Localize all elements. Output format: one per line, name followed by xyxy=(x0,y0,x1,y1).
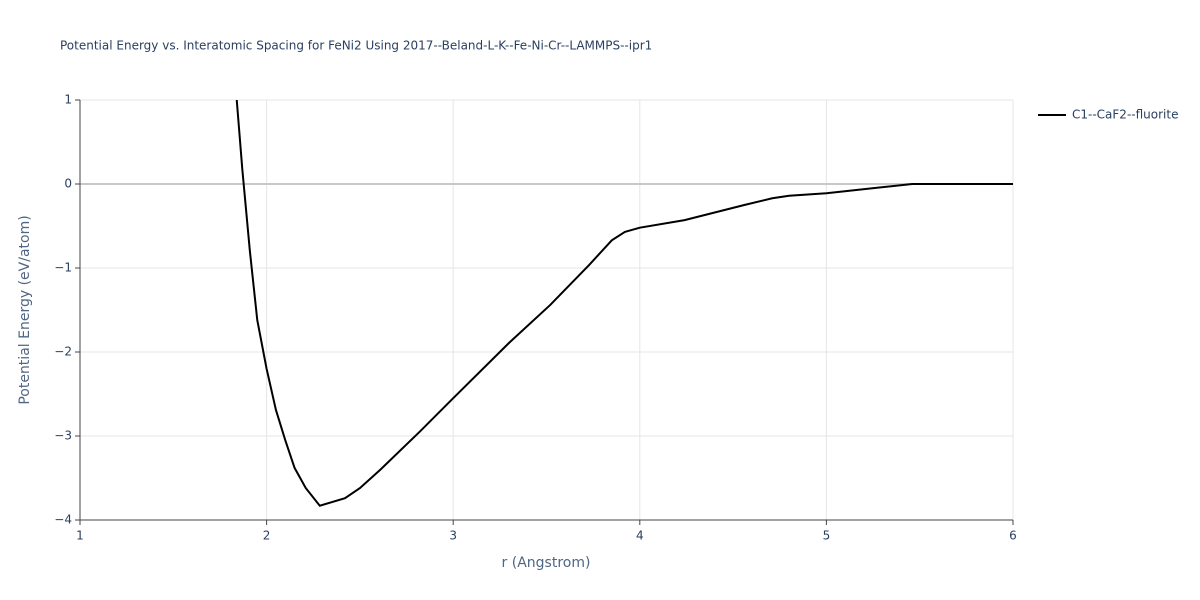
data-line xyxy=(235,100,1013,507)
chart-title: Potential Energy vs. Interatomic Spacing… xyxy=(60,39,652,53)
x-tick-label: 3 xyxy=(449,529,457,543)
x-tick-label: 5 xyxy=(823,529,831,543)
x-tick-label: 4 xyxy=(636,529,644,543)
y-tick-label: −4 xyxy=(54,513,72,527)
y-tick-label: 1 xyxy=(64,93,72,107)
y-tick-label: 0 xyxy=(64,177,72,191)
y-tick-label: −3 xyxy=(54,429,72,443)
y-tick-label: −2 xyxy=(54,345,72,359)
y-axis-title: Potential Energy (eV/atom) xyxy=(17,215,33,404)
x-tick-label: 6 xyxy=(1009,529,1017,543)
x-tick-label: 2 xyxy=(263,529,271,543)
y-tick-label: −1 xyxy=(54,261,72,275)
x-axis-title: r (Angstrom) xyxy=(502,555,591,571)
x-tick-label: 1 xyxy=(76,529,84,543)
legend-label: C1--CaF2--fluorite xyxy=(1072,108,1178,122)
